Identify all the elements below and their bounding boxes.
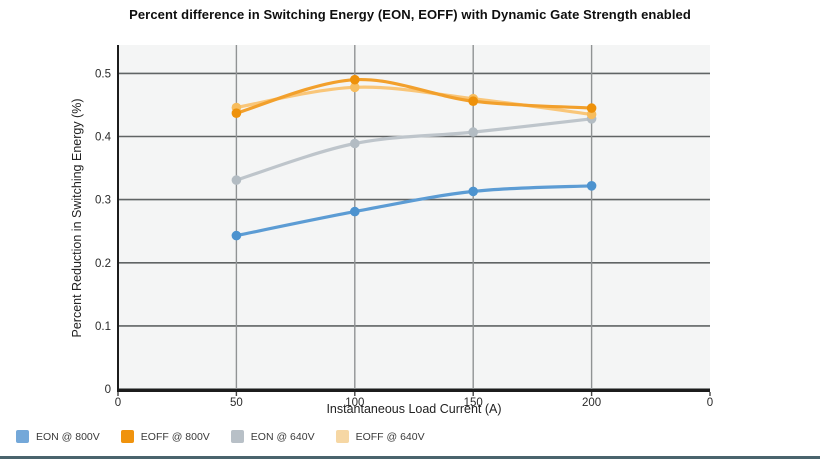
x-tick-label: 100 <box>345 397 364 409</box>
data-point <box>231 230 242 241</box>
legend-swatch <box>335 430 349 443</box>
data-point <box>231 175 242 185</box>
plot-background-layer <box>118 45 710 389</box>
series-line-eon-800v <box>234 184 594 238</box>
x-axis-title: Instantaneous Load Current (A) <box>326 402 501 416</box>
y-axis-title: Percent Reduction in Switching Energy (%… <box>70 98 84 337</box>
plot-area <box>118 45 710 389</box>
x-tick-label: 0 <box>707 397 713 409</box>
y-tick-label: 0.2 <box>95 258 111 270</box>
legend-label: EON @ 640V <box>250 430 315 443</box>
chart-title: Percent difference in Switching Energy (… <box>129 7 691 22</box>
legend-item-eon-800v: EON @ 800V <box>16 430 100 443</box>
axis-layer <box>117 45 711 396</box>
data-point <box>586 181 597 191</box>
data-point <box>468 127 479 137</box>
y-tick-label: 0.4 <box>95 132 112 144</box>
data-point <box>468 96 479 106</box>
chart-legend: EON @ 800V EOFF @ 800V EON @ 640V EOFF @ 64… <box>16 430 425 443</box>
data-point <box>350 138 360 149</box>
data-point <box>350 74 360 85</box>
x-tick-label: 0 <box>115 397 121 409</box>
y-tick-label: 0.5 <box>95 68 111 80</box>
x-tick-label: 150 <box>464 397 483 409</box>
legend-swatch <box>120 430 134 443</box>
series-line-eoff-800v <box>234 78 594 115</box>
legend-item-eoff-640v: EOFF @ 640V <box>335 430 425 443</box>
y-tick-label: 0 <box>105 384 111 396</box>
legend-label: EOFF @ 800V <box>140 430 210 443</box>
data-point <box>350 206 360 217</box>
legend-label: EON @ 800V <box>36 430 100 443</box>
bottom-border <box>0 456 820 459</box>
data-point <box>350 82 360 93</box>
x-tick-label: 200 <box>582 397 601 409</box>
tick-label-layer: 0 50 100 150 200 000.10.20.30.40.5 <box>95 68 713 409</box>
data-point <box>231 108 242 118</box>
series-line-eon-640v <box>234 117 594 182</box>
y-tick-label: 0.1 <box>95 321 111 333</box>
x-tick-label: 50 <box>230 397 243 409</box>
legend-label: EOFF @ 640V <box>355 430 425 443</box>
legend-swatch <box>230 430 244 443</box>
series-layer <box>231 74 597 241</box>
legend-item-eoff-800v: EOFF @ 800V <box>120 430 210 443</box>
legend-item-eon-640v: EON @ 640V <box>230 430 315 443</box>
legend-swatch <box>16 430 29 443</box>
data-point <box>586 103 597 113</box>
y-tick-label: 0.3 <box>95 195 111 207</box>
data-point <box>468 186 479 197</box>
